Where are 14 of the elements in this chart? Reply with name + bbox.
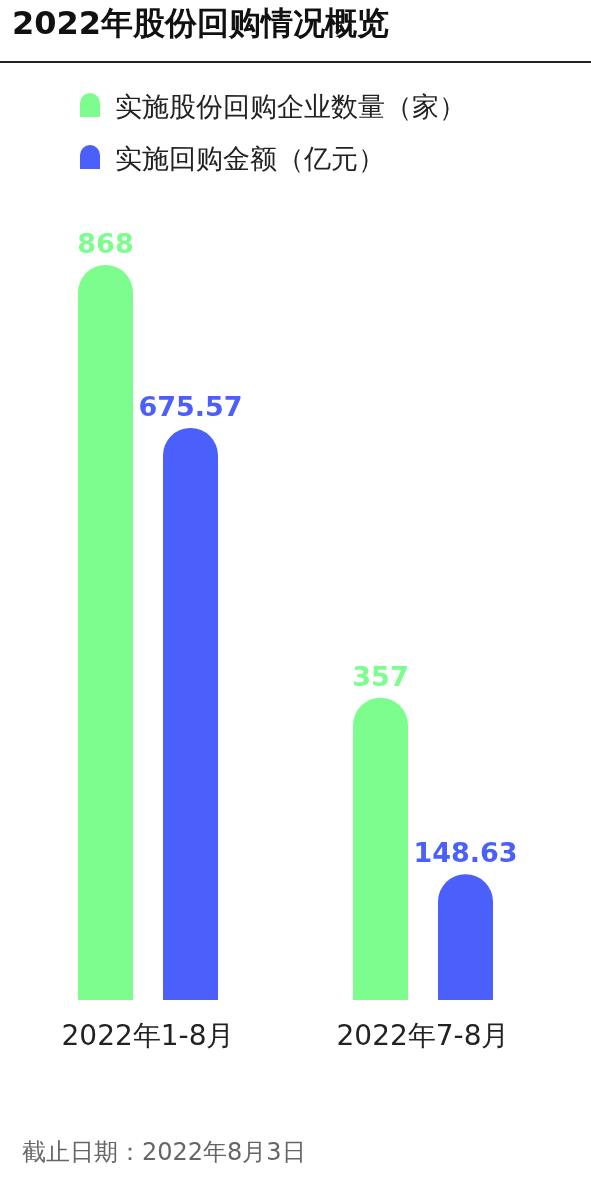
bar: [438, 874, 493, 1000]
data-label: 148.63: [413, 837, 518, 869]
legend-label: 实施股份回购企业数量（家）: [115, 91, 466, 122]
legend-label: 实施回购金额（亿元）: [115, 143, 385, 174]
bar: [78, 265, 133, 1000]
x-tick-label: 2022年7-8月: [336, 1019, 510, 1052]
bar: [353, 697, 408, 1000]
bar: [163, 428, 218, 1000]
text: 截止日期：2022年8月3日: [22, 1138, 306, 1166]
data-label: 675.57: [138, 390, 243, 422]
data-label: 868: [77, 228, 134, 259]
chart-title: 2022年股份回购情况概览: [12, 4, 390, 42]
x-tick-label: 2022年1-8月: [61, 1019, 235, 1052]
data-label: 357: [352, 660, 409, 692]
